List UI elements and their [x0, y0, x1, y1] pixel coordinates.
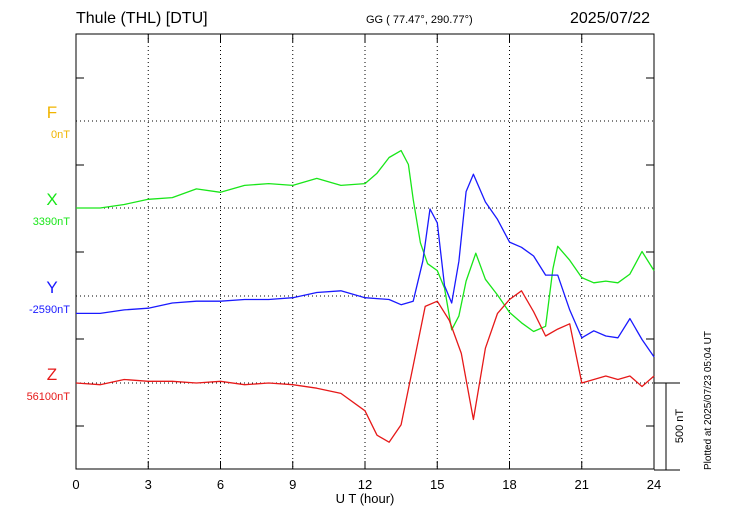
- scale-bar: 500 nT: [654, 382, 686, 471]
- series-name-y: Y: [46, 278, 57, 297]
- series-baseline-x: 3390nT: [33, 216, 71, 228]
- x-tick-label: 18: [502, 477, 516, 492]
- x-tick-label: 9: [289, 477, 296, 492]
- series-line-z: [75, 290, 655, 443]
- x-tick-label: 21: [575, 477, 589, 492]
- x-tick-label: 24: [647, 477, 661, 492]
- x-tick-labels: 0 3 6 9 12 15 18 21 24: [72, 477, 661, 492]
- plotted-timestamp: Plotted at 2025/07/23 05:04 UT: [703, 331, 714, 470]
- series-labels: F 0nT X 3390nT Y -2590nT Z 56100nT: [27, 103, 71, 403]
- chart-date: 2025/07/22: [570, 10, 651, 27]
- x-tick-label: 15: [430, 477, 444, 492]
- series-name-z: Z: [47, 365, 57, 384]
- station-title: Thule (THL) [DTU]: [76, 10, 208, 27]
- x-tick-label: 0: [72, 477, 79, 492]
- series-name-f: F: [47, 103, 57, 122]
- series-lines: [75, 149, 655, 443]
- x-tick-label: 12: [358, 477, 372, 492]
- x-axis-label: U T (hour): [336, 491, 395, 506]
- series-baseline-y: -2590nT: [29, 304, 70, 316]
- series-baseline-f: 0nT: [51, 129, 70, 141]
- series-name-x: X: [46, 190, 57, 209]
- series-baseline-z: 56100nT: [27, 391, 71, 403]
- plot-frame: [75, 33, 655, 470]
- x-ticks: [75, 34, 655, 469]
- x-tick-label: 6: [217, 477, 224, 492]
- x-tick-label: 3: [145, 477, 152, 492]
- series-line-x: [76, 149, 655, 333]
- grid: [76, 34, 654, 469]
- series-line-y: [76, 173, 655, 358]
- station-coordinates: GG ( 77.47°, 290.77°): [366, 14, 473, 26]
- scale-bar-label: 500 nT: [674, 409, 686, 444]
